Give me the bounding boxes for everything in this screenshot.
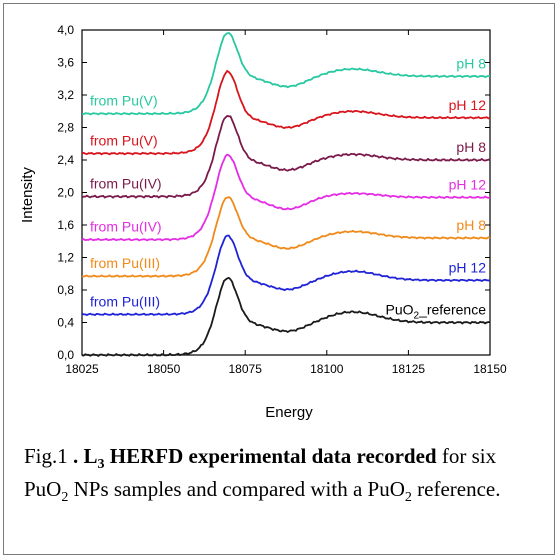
series-left-label: from Pu(IV)	[90, 176, 162, 192]
caption-bold-rest: HERFD experimental data recorded	[104, 444, 437, 468]
series-line	[81, 276, 491, 357]
y-tick-label: 4,0	[57, 23, 74, 37]
series-right-label: pH 8	[456, 217, 486, 233]
y-tick-label: 0,4	[57, 316, 74, 330]
series-line	[81, 234, 491, 316]
series-right-label: pH 12	[449, 97, 487, 113]
x-tick-label: 18025	[65, 362, 99, 376]
x-tick-label: 18125	[392, 362, 426, 376]
y-tick-label: 0,0	[57, 348, 74, 362]
x-tick-label: 18075	[229, 362, 263, 376]
caption-text-2: NPs samples and compared with a PuO	[68, 477, 405, 501]
y-tick-label: 2,4	[57, 153, 74, 167]
x-tick-label: 18100	[310, 362, 344, 376]
series-left-label: from Pu(III)	[90, 293, 160, 309]
series-right-label: pH 8	[456, 55, 486, 71]
chart-series	[81, 32, 491, 357]
series-left-label: from Pu(V)	[90, 133, 158, 149]
series-line	[81, 195, 491, 278]
series-line	[81, 32, 490, 116]
series-left-label: from Pu(IV)	[90, 219, 162, 235]
caption-bold: . L	[73, 444, 98, 468]
series-left-label: from Pu(III)	[90, 255, 160, 271]
caption-text-3: reference.	[411, 477, 501, 501]
series-line	[81, 153, 491, 242]
y-tick-label: 2,8	[57, 121, 74, 135]
caption-sub-2: 2	[404, 490, 412, 506]
x-tick-label: 18150	[473, 362, 507, 376]
caption-prefix: Fig.1	[24, 444, 74, 468]
caption-text-1: for six PuO	[24, 444, 497, 501]
y-tick-label: 0,8	[57, 283, 74, 297]
caption-sub-1: 2	[61, 490, 69, 506]
y-axis-label: Intensity	[19, 167, 36, 223]
y-tick-label: 3,6	[57, 56, 74, 70]
series-line	[81, 69, 491, 156]
figure-frame	[3, 3, 555, 555]
series-right-label: pH 12	[449, 176, 487, 192]
chart-axes: 18025 18050 18075 18100 18125 18150 0,0 0,4 0,8 1…	[57, 23, 507, 376]
series-right-label: pH 8	[456, 139, 486, 155]
series-left-label: from Pu(V)	[90, 93, 158, 109]
chart-labels: PuO2_reference from Pu(III) pH 12 from Pu(I…	[90, 55, 486, 321]
y-tick-label: 1,6	[57, 218, 74, 232]
y-tick-label: 1,2	[57, 251, 74, 265]
series-line	[81, 115, 491, 199]
y-tick-label: 2,0	[57, 186, 74, 200]
x-axis-label: Energy	[265, 404, 313, 421]
caption-bold-sub: 3	[97, 457, 105, 473]
y-tick-label: 3,2	[57, 88, 74, 102]
x-tick-label: 18050	[147, 362, 181, 376]
figure-caption: Fig.1 . L3 HERFD experimental data recor…	[24, 440, 524, 506]
series-right-label: PuO2_reference	[385, 302, 486, 322]
chart: 18025 18050 18075 18100 18125 18150 0,0 0,4 0,8 1…	[19, 23, 507, 421]
series-right-label: pH 12	[449, 259, 487, 275]
